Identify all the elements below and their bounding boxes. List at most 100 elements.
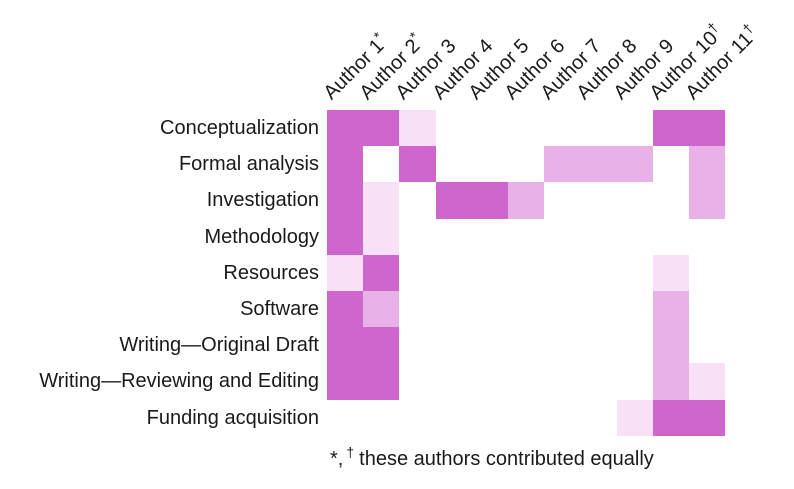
heatmap-cell [544, 327, 581, 364]
column-label-symbol: † [703, 19, 721, 36]
heatmap-cell [471, 363, 508, 400]
heatmap-cell [508, 110, 545, 147]
column-label-symbol: † [739, 20, 756, 37]
footnote-text: these authors contributed equally [359, 448, 654, 470]
heatmap-cell [327, 291, 364, 328]
heatmap-cell [399, 182, 436, 219]
row-label: Funding acquisition [146, 406, 319, 429]
heatmap-cell [508, 182, 545, 219]
footnote-star-symbol: *, [330, 448, 344, 470]
row-label: Writing—Original Draft [119, 334, 319, 357]
heatmap-cell [689, 182, 726, 219]
heatmap-cell [399, 146, 436, 183]
heatmap-cell [399, 291, 436, 328]
heatmap-cell [363, 363, 400, 400]
heatmap-cell [544, 291, 581, 328]
heatmap-cell [435, 291, 472, 328]
heatmap-cell [327, 399, 364, 436]
heatmap-cell [616, 182, 653, 219]
heatmap-cell [471, 399, 508, 436]
heatmap-cell [544, 110, 581, 147]
heatmap-cell [363, 110, 400, 147]
heatmap-cell [508, 291, 545, 328]
heatmap-cell [616, 399, 653, 436]
heatmap-cell [471, 291, 508, 328]
row-label: Investigation [206, 189, 319, 212]
heatmap-cell [471, 327, 508, 364]
heatmap-cell [363, 218, 400, 255]
heatmap-cell [471, 254, 508, 291]
row-label: Resources [223, 261, 319, 284]
heatmap-cell [435, 182, 472, 219]
heatmap-cell [327, 254, 364, 291]
heatmap-cell [508, 146, 545, 183]
heatmap-cell [508, 363, 545, 400]
row-label: Methodology [204, 225, 319, 248]
heatmap-cell [435, 399, 472, 436]
heatmap-cell [580, 146, 617, 183]
heatmap-cell [327, 146, 364, 183]
heatmap-cell [544, 399, 581, 436]
row-label: Formal analysis [178, 153, 319, 176]
heatmap-cell [652, 182, 689, 219]
row-label: Writing—Reviewing and Editing [39, 370, 319, 393]
heatmap-cell [435, 254, 472, 291]
heatmap-cell [327, 182, 364, 219]
heatmap-cell [652, 399, 689, 436]
heatmap-cell [616, 363, 653, 400]
heatmap-cell [435, 218, 472, 255]
heatmap-cell [616, 327, 653, 364]
heatmap-cell [435, 110, 472, 147]
heatmap-cell [508, 327, 545, 364]
heatmap-cell [616, 218, 653, 255]
heatmap-cell [508, 399, 545, 436]
heatmap-cell [616, 291, 653, 328]
heatmap-cell [399, 327, 436, 364]
heatmap-cell [471, 182, 508, 219]
heatmap-cell [616, 254, 653, 291]
heatmap-cell [580, 218, 617, 255]
heatmap-cell [580, 254, 617, 291]
heatmap-cell [544, 254, 581, 291]
heatmap-cell [689, 363, 726, 400]
heatmap-cell [508, 218, 545, 255]
heatmap-cell [471, 110, 508, 147]
heatmap-cell [652, 218, 689, 255]
heatmap-cell [689, 399, 726, 436]
heatmap-cell [652, 110, 689, 147]
heatmap-cell [435, 327, 472, 364]
heatmap-cell [327, 218, 364, 255]
heatmap-cell [544, 218, 581, 255]
heatmap-cell [544, 182, 581, 219]
heatmap-cell [580, 363, 617, 400]
heatmap-cell [399, 110, 436, 147]
heatmap-cell [616, 146, 653, 183]
heatmap-cell [652, 146, 689, 183]
heatmap-cell [363, 327, 400, 364]
column-label-symbol: * [406, 28, 422, 44]
heatmap-cell [544, 146, 581, 183]
heatmap-cell [652, 254, 689, 291]
heatmap-cell [399, 399, 436, 436]
heatmap-cell [689, 110, 726, 147]
heatmap-cell [689, 291, 726, 328]
heatmap-cell [363, 182, 400, 219]
footnote-dagger-symbol: † [346, 444, 355, 461]
heatmap-cell [580, 291, 617, 328]
heatmap-cell [689, 146, 726, 183]
heatmap-cell [327, 110, 364, 147]
heatmap-cell [652, 363, 689, 400]
heatmap-cell [689, 254, 726, 291]
heatmap-cell [327, 327, 364, 364]
heatmap-cell [363, 399, 400, 436]
heatmap-cell [435, 146, 472, 183]
heatmap-cell [363, 291, 400, 328]
heatmap-cell [399, 363, 436, 400]
heatmap-cell [580, 399, 617, 436]
heatmap-cell [399, 254, 436, 291]
heatmap-cell [689, 218, 726, 255]
footnote: *, † these authors contributed equally [330, 445, 654, 471]
heatmap-cell [580, 110, 617, 147]
heatmap-cell [616, 110, 653, 147]
heatmap-cell [363, 254, 400, 291]
